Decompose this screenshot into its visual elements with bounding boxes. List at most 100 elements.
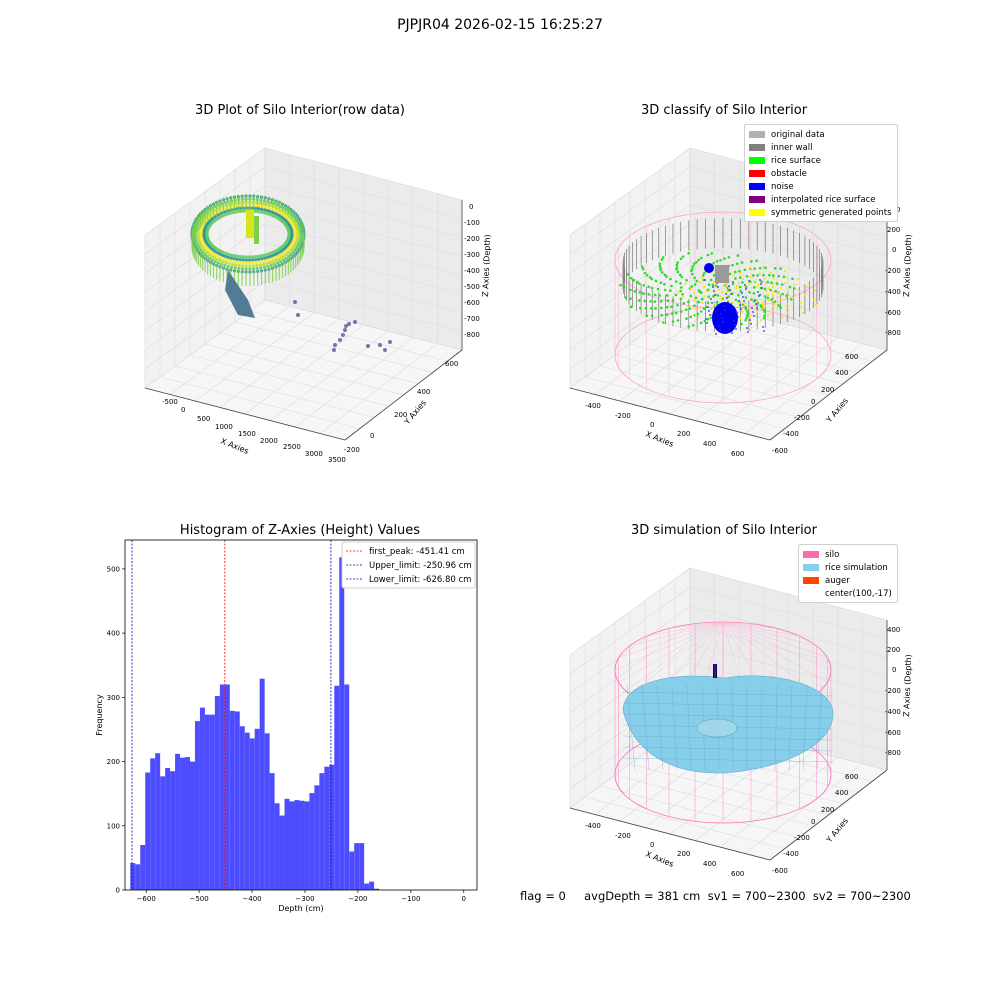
data-point [216, 261, 220, 265]
rice-surface-point [756, 302, 760, 305]
grid-line [264, 280, 463, 332]
rice-surface-point [663, 273, 667, 277]
data-point [225, 258, 229, 262]
grid-line [569, 280, 691, 370]
panel3-histogram: −600 −500 −400 −300 −200 −100 0 0 100 200 300 400 5… [95, 539, 478, 913]
data-point [230, 265, 234, 269]
p4-xtick: -400 [585, 822, 601, 830]
symmetric-point [694, 313, 697, 316]
symmetric-point [741, 310, 744, 313]
histogram-bar [279, 815, 285, 890]
data-point [221, 253, 225, 258]
legend-swatch [803, 551, 819, 558]
grid-line [569, 242, 691, 331]
symmetric-point [767, 287, 771, 290]
rice-surface-point [743, 268, 747, 272]
symmetric-point [755, 285, 758, 288]
grid-line [319, 343, 438, 434]
data-point [268, 209, 272, 214]
symmetric-point [693, 291, 696, 295]
rice-surface-point [661, 271, 664, 274]
data-point [269, 251, 273, 255]
data-point [254, 203, 258, 208]
noise-point [707, 306, 709, 308]
noise-point [734, 324, 736, 326]
rice-surface-point [702, 273, 705, 277]
rice-surface-point [638, 291, 642, 294]
data-point [236, 210, 240, 214]
symmetric-point [760, 318, 763, 322]
histogram-bar [359, 843, 365, 890]
rice-surface-point [762, 273, 765, 277]
symmetric-point [698, 280, 702, 284]
p4-ytick: 600 [845, 773, 858, 781]
histogram-bar [199, 707, 205, 890]
data-point [231, 259, 236, 264]
data-point [244, 261, 248, 265]
p1-ztick: -600 [464, 299, 480, 307]
rice-surface-point [691, 264, 695, 268]
legend-swatch [749, 131, 765, 138]
data-point [246, 210, 254, 238]
noise-point [751, 307, 753, 309]
symmetric-point [798, 290, 801, 293]
noise-point [725, 293, 727, 295]
p2-ztick: -200 [885, 267, 901, 275]
symmetric-point [760, 308, 764, 311]
rice-surface-point [671, 299, 675, 302]
rice-surface-point [734, 298, 738, 302]
data-point [290, 230, 294, 234]
legend-label: first_peak: -451.41 cm [369, 547, 465, 557]
data-point [277, 253, 282, 258]
rice-surface-point [709, 278, 713, 282]
panel1-3d-plot: -500 0 500 1000 1500 2000 2500 3000 3500… [144, 147, 492, 464]
p3-ylabel: Frequency [95, 694, 104, 736]
symmetric-point [739, 316, 742, 320]
x-tick-label: −300 [295, 895, 314, 903]
noise-point [737, 316, 739, 318]
histogram-bars [130, 557, 380, 890]
histogram-bar [130, 863, 136, 890]
rice-surface-point [676, 303, 679, 307]
symmetric-point [755, 310, 759, 313]
noise-point [710, 298, 712, 300]
p4-xtick: -200 [615, 832, 631, 840]
data-point [247, 255, 252, 259]
rice-surface-point [753, 267, 756, 270]
data-point [230, 262, 235, 267]
noise-point [740, 308, 742, 310]
p2-xtick: 200 [677, 430, 690, 438]
symmetric-point [771, 285, 775, 289]
p1-ztick: -800 [464, 331, 480, 339]
symmetric-point [720, 298, 723, 301]
histogram-bar [364, 883, 370, 890]
symmetric-point [732, 274, 735, 277]
rice-surface-point [744, 296, 748, 299]
rice-surface-point [758, 266, 762, 270]
histogram-bar [204, 714, 210, 890]
histogram-bar [140, 845, 146, 890]
silo-wire [695, 621, 724, 624]
rice-mesh [686, 684, 692, 771]
data-point [271, 253, 275, 258]
symmetric-point [806, 285, 809, 288]
p2-ytick: -200 [794, 414, 810, 422]
rice-surface-point [734, 277, 737, 280]
panel4-x-ticks: -400 -200 0 200 400 600 [585, 822, 744, 878]
data-point [343, 328, 347, 332]
rice-surface-point [734, 270, 737, 274]
data-point [244, 264, 248, 268]
noise-point [711, 302, 713, 304]
panel1-axes-box [144, 147, 463, 441]
x-tick-label: −200 [348, 895, 367, 903]
rice-surface-point [669, 289, 672, 292]
data-point [254, 260, 258, 265]
data-point [227, 209, 231, 213]
silo-wire [646, 621, 724, 637]
grid-line [744, 343, 863, 434]
data-point [242, 255, 246, 259]
rice-surface-point [676, 261, 679, 264]
symmetric-point [792, 297, 795, 300]
symmetric-point [703, 285, 706, 289]
histogram-bar [224, 684, 230, 890]
